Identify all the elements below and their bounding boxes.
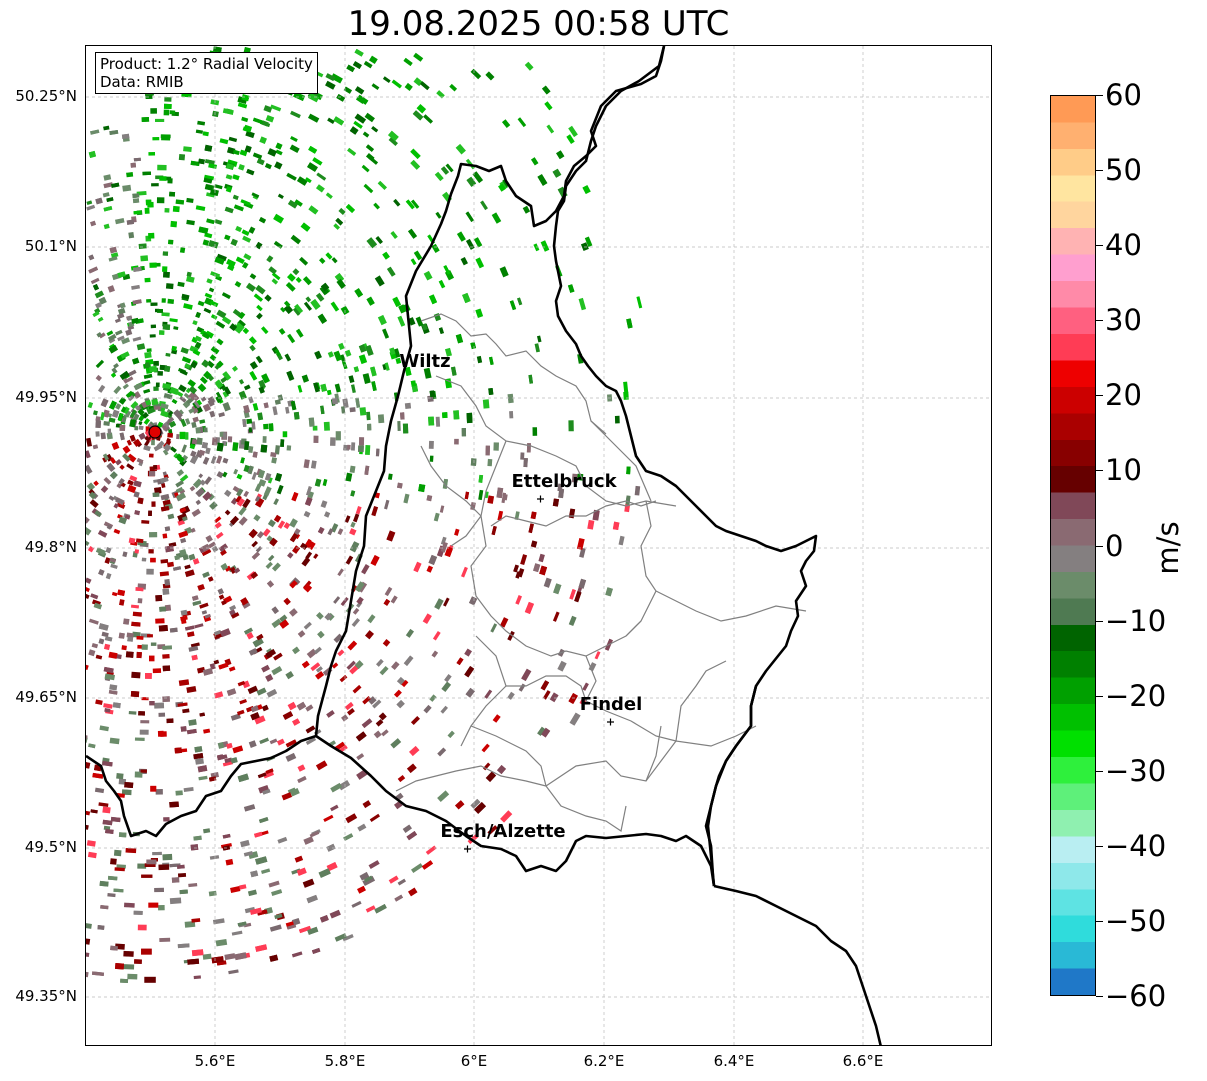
x-tick-label: 6.4°E [713,1052,755,1070]
x-tick-label: 6.6°E [842,1052,884,1070]
y-tick-label: 49.35°N [15,987,77,1005]
radar-map-canvas [86,46,991,1045]
colorbar-tick-label: 50 [1105,153,1142,188]
colorbar-tick-mark [1096,545,1103,547]
colorbar-tick-mark [1096,996,1103,997]
colorbar-tick-mark [1096,470,1103,472]
y-tick-label: 49.95°N [15,388,77,406]
city-label-ettelbruck: Ettelbruck [511,471,617,492]
city-label-wiltz: Wiltz [399,351,451,372]
velocity-colorbar [1050,95,1096,996]
radar-site-marker [148,425,162,439]
country-borders [86,46,882,1045]
colorbar-tick-label: −30 [1105,753,1167,788]
colorbar-tick-label: 60 [1105,78,1142,112]
colorbar-tick-mark [1096,695,1103,697]
x-tick-label: 6.2°E [583,1052,625,1070]
colorbar-tick-mark [1096,95,1103,96]
x-tick-label: 5.6°E [194,1052,236,1070]
y-tick-label: 49.5°N [24,838,77,856]
colorbar-tick-label: −20 [1105,678,1167,713]
y-tick-label: 50.1°N [24,237,77,255]
colorbar-tick-label: −40 [1105,828,1167,863]
colorbar-tick-mark [1096,395,1103,397]
gridlines [86,46,991,1045]
colorbar-tick-mark [1096,845,1103,847]
city-markers [464,495,614,853]
map-plot-area[interactable] [85,45,992,1046]
colorbar-tick-label: 40 [1105,228,1142,263]
colorbar-tick-mark [1096,170,1103,172]
colorbar-tick-mark [1096,770,1103,772]
map-title: 19.08.2025 00:58 UTC [347,4,730,44]
product-info-box: Product: 1.2° Radial Velocity Data: RMIB [95,52,318,94]
ettelbruck-marker [537,495,544,503]
colorbar-tick-mark [1096,620,1103,622]
findel-marker [607,718,614,726]
colorbar-tick-label: 0 [1105,528,1124,563]
city-label-esch: Esch/Alzette [440,821,566,842]
y-tick-label: 49.8°N [24,538,77,556]
colorbar-tick-label: 30 [1105,303,1142,338]
city-label-findel: Findel [579,694,643,715]
x-tick-label: 6°E [460,1052,488,1070]
colorbar-tick-mark [1096,920,1103,922]
colorbar-unit-label: m/s [1151,521,1185,575]
colorbar-tick-label: −60 [1105,979,1167,1013]
x-tick-label: 5.8°E [324,1052,366,1070]
radar-echo-layer [86,46,643,983]
data-source-label: Data: RMIB [100,73,184,91]
esch-marker [464,845,471,853]
product-label: Product: 1.2° Radial Velocity [100,55,313,73]
colorbar-tick-label: 20 [1105,378,1142,413]
y-tick-label: 50.25°N [15,87,77,105]
colorbar-tick-label: 10 [1105,453,1142,488]
y-tick-label: 49.65°N [15,688,77,706]
canton-borders [395,313,807,832]
colorbar-tick-label: −10 [1105,603,1167,638]
colorbar-tick-mark [1096,320,1103,322]
colorbar-tick-mark [1096,245,1103,247]
colorbar-tick-label: −50 [1105,903,1167,938]
